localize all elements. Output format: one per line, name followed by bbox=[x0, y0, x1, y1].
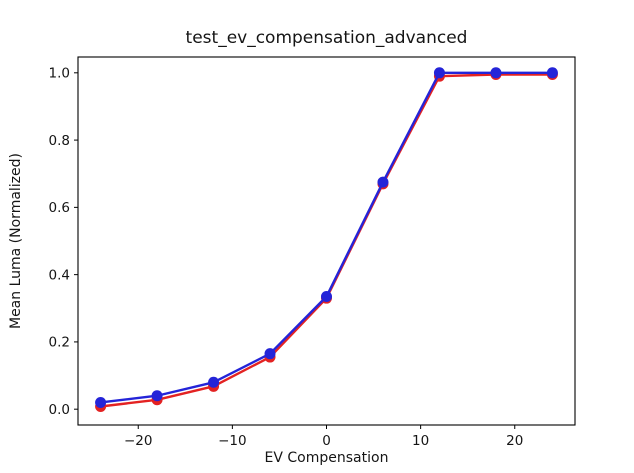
y-tick-label: 0.4 bbox=[49, 267, 70, 283]
blue-line-marker bbox=[546, 67, 558, 79]
x-tick-label: 10 bbox=[412, 433, 429, 449]
blue-line-marker bbox=[433, 67, 445, 79]
blue-line-marker bbox=[208, 376, 220, 388]
y-axis-label: Mean Luma (Normalized) bbox=[8, 152, 24, 330]
blue-line-marker bbox=[95, 396, 107, 408]
x-axis-label: EV Compensation bbox=[264, 450, 389, 466]
blue-line-marker bbox=[151, 390, 163, 402]
axes-frame bbox=[77, 56, 576, 426]
blue-line-marker bbox=[321, 291, 332, 303]
red-line bbox=[99, 73, 554, 408]
y-tick-label: 1.0 bbox=[49, 66, 70, 82]
x-tick-label: −10 bbox=[218, 433, 247, 449]
y-tick-label: 0.6 bbox=[49, 200, 70, 216]
x-tick-label: −20 bbox=[124, 433, 153, 449]
x-tick-label: 0 bbox=[322, 433, 331, 449]
blue-line bbox=[99, 71, 554, 404]
chart-title: test_ev_compensation_advanced bbox=[185, 28, 468, 48]
x-tick-label: 20 bbox=[506, 433, 523, 449]
blue-line-marker bbox=[377, 176, 389, 188]
y-tick-label: 0.8 bbox=[49, 133, 70, 149]
blue-line-marker bbox=[264, 348, 276, 360]
y-tick-label: 0.2 bbox=[49, 335, 70, 351]
y-tick-label: 0.0 bbox=[49, 402, 70, 418]
blue-line-marker bbox=[490, 67, 502, 79]
